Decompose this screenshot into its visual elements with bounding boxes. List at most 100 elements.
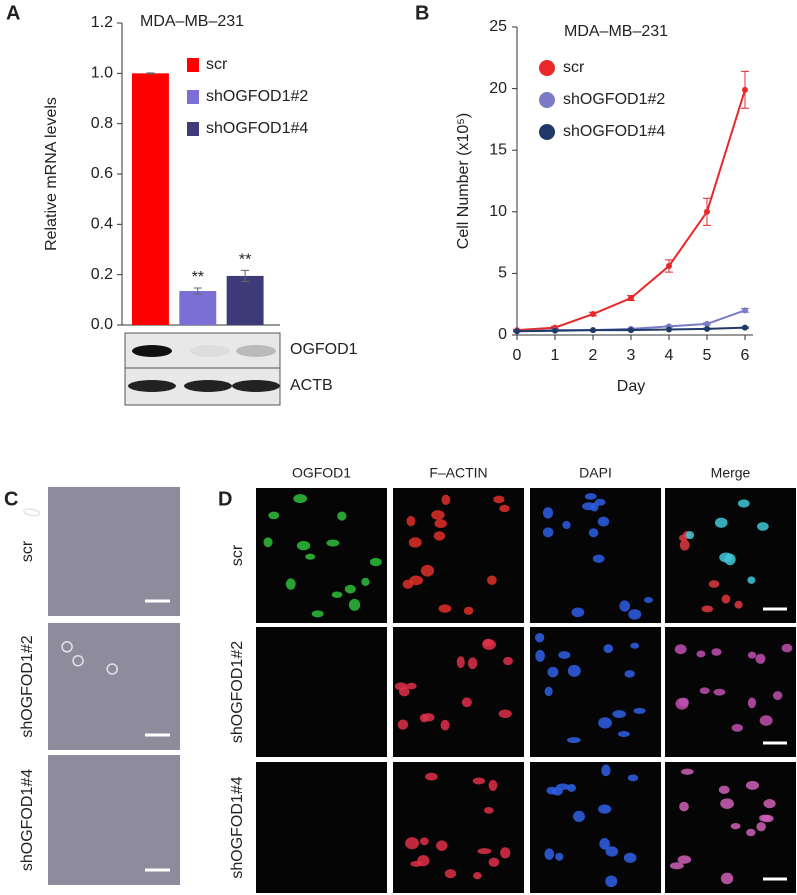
cell bbox=[747, 651, 757, 659]
cell bbox=[624, 670, 635, 678]
cell bbox=[482, 639, 496, 650]
cell bbox=[597, 516, 610, 527]
cell bbox=[721, 594, 731, 604]
cell bbox=[746, 828, 756, 837]
cell bbox=[701, 605, 714, 613]
y-tick-label: 20 bbox=[489, 80, 507, 97]
cell bbox=[592, 554, 605, 563]
fluorescence-image bbox=[393, 627, 524, 757]
cell bbox=[463, 606, 474, 615]
cell bbox=[348, 598, 361, 611]
point bbox=[704, 325, 710, 332]
cell bbox=[434, 519, 447, 529]
cell bbox=[781, 643, 793, 653]
row-label: shOGFOD1#4 bbox=[19, 769, 36, 871]
column-header: Merge bbox=[711, 465, 751, 481]
x-tick-label: 4 bbox=[665, 347, 674, 364]
row-label: shOGFOD1#2 bbox=[229, 641, 246, 743]
panel-label: A bbox=[6, 2, 20, 24]
cell bbox=[72, 655, 84, 667]
cell bbox=[763, 799, 776, 809]
point bbox=[590, 327, 596, 334]
cell bbox=[731, 724, 743, 732]
legend-label: shOGFOD1#4 bbox=[206, 120, 308, 137]
cell bbox=[477, 848, 492, 855]
cell bbox=[598, 717, 612, 729]
legend-label: shOGFOD1#2 bbox=[206, 88, 308, 105]
legend-label: scr bbox=[206, 56, 228, 73]
cell bbox=[436, 840, 448, 851]
cell bbox=[472, 777, 486, 785]
band bbox=[236, 345, 276, 357]
bar bbox=[132, 73, 169, 325]
cell bbox=[420, 837, 429, 846]
panel-label: D bbox=[218, 488, 232, 510]
cell bbox=[441, 494, 451, 505]
error-bar bbox=[193, 287, 202, 295]
cell bbox=[562, 520, 571, 530]
y-tick-label: 25 bbox=[489, 18, 507, 35]
cell bbox=[542, 507, 554, 519]
cell bbox=[677, 855, 692, 864]
cell bbox=[617, 731, 630, 738]
fluorescence-image bbox=[256, 488, 387, 623]
panel-label: B bbox=[415, 2, 429, 24]
cell bbox=[696, 650, 706, 658]
cell bbox=[628, 609, 642, 620]
cell bbox=[679, 539, 690, 551]
cell bbox=[718, 785, 730, 795]
cell bbox=[440, 719, 450, 731]
cell bbox=[331, 591, 343, 598]
legend-swatch bbox=[187, 58, 199, 72]
chart-title: MDA–MB–231 bbox=[140, 13, 244, 30]
y-axis-label: Relative mRNA levels bbox=[43, 97, 60, 251]
y-tick-label: 0.6 bbox=[91, 165, 113, 182]
cell bbox=[737, 499, 750, 508]
legend-marker bbox=[539, 60, 555, 76]
legend-label: shOGFOD1#4 bbox=[563, 123, 665, 140]
cell bbox=[544, 848, 555, 860]
cell bbox=[433, 531, 446, 541]
cell bbox=[755, 653, 766, 664]
x-tick-label: 5 bbox=[703, 347, 712, 364]
cell bbox=[23, 508, 41, 517]
point bbox=[590, 311, 596, 318]
point bbox=[742, 307, 748, 314]
bar bbox=[179, 291, 217, 325]
blot-label: OGFOD1 bbox=[290, 341, 358, 358]
significance: ** bbox=[239, 252, 251, 269]
cell bbox=[456, 656, 465, 669]
point bbox=[704, 320, 710, 327]
fluorescence-image bbox=[256, 627, 387, 757]
micrograph bbox=[48, 755, 180, 885]
cell bbox=[488, 857, 500, 867]
point bbox=[628, 295, 634, 302]
panel-label: C bbox=[4, 488, 18, 510]
cell bbox=[555, 852, 564, 861]
cell bbox=[438, 604, 452, 613]
cell bbox=[699, 687, 710, 694]
legend-label: shOGFOD1#2 bbox=[563, 91, 665, 108]
cell bbox=[571, 607, 585, 618]
cell bbox=[567, 784, 576, 792]
y-tick-label: 15 bbox=[489, 141, 507, 158]
cell bbox=[369, 557, 382, 567]
y-tick-label: 0.0 bbox=[91, 316, 113, 333]
y-tick-label: 1.2 bbox=[91, 14, 113, 31]
cell bbox=[61, 641, 73, 653]
y-tick-label: 0.8 bbox=[91, 115, 113, 132]
cell bbox=[337, 511, 347, 521]
fluorescence-image bbox=[256, 762, 387, 893]
point bbox=[666, 263, 672, 270]
x-tick-label: 0 bbox=[513, 347, 522, 364]
cell bbox=[603, 644, 614, 654]
cell bbox=[590, 502, 599, 512]
cell bbox=[473, 872, 482, 880]
cell bbox=[500, 847, 511, 859]
cell bbox=[344, 584, 356, 594]
cell bbox=[535, 649, 545, 662]
cell bbox=[630, 642, 640, 649]
cell bbox=[584, 493, 597, 500]
cell bbox=[399, 687, 410, 697]
column-header: DAPI bbox=[579, 465, 612, 481]
